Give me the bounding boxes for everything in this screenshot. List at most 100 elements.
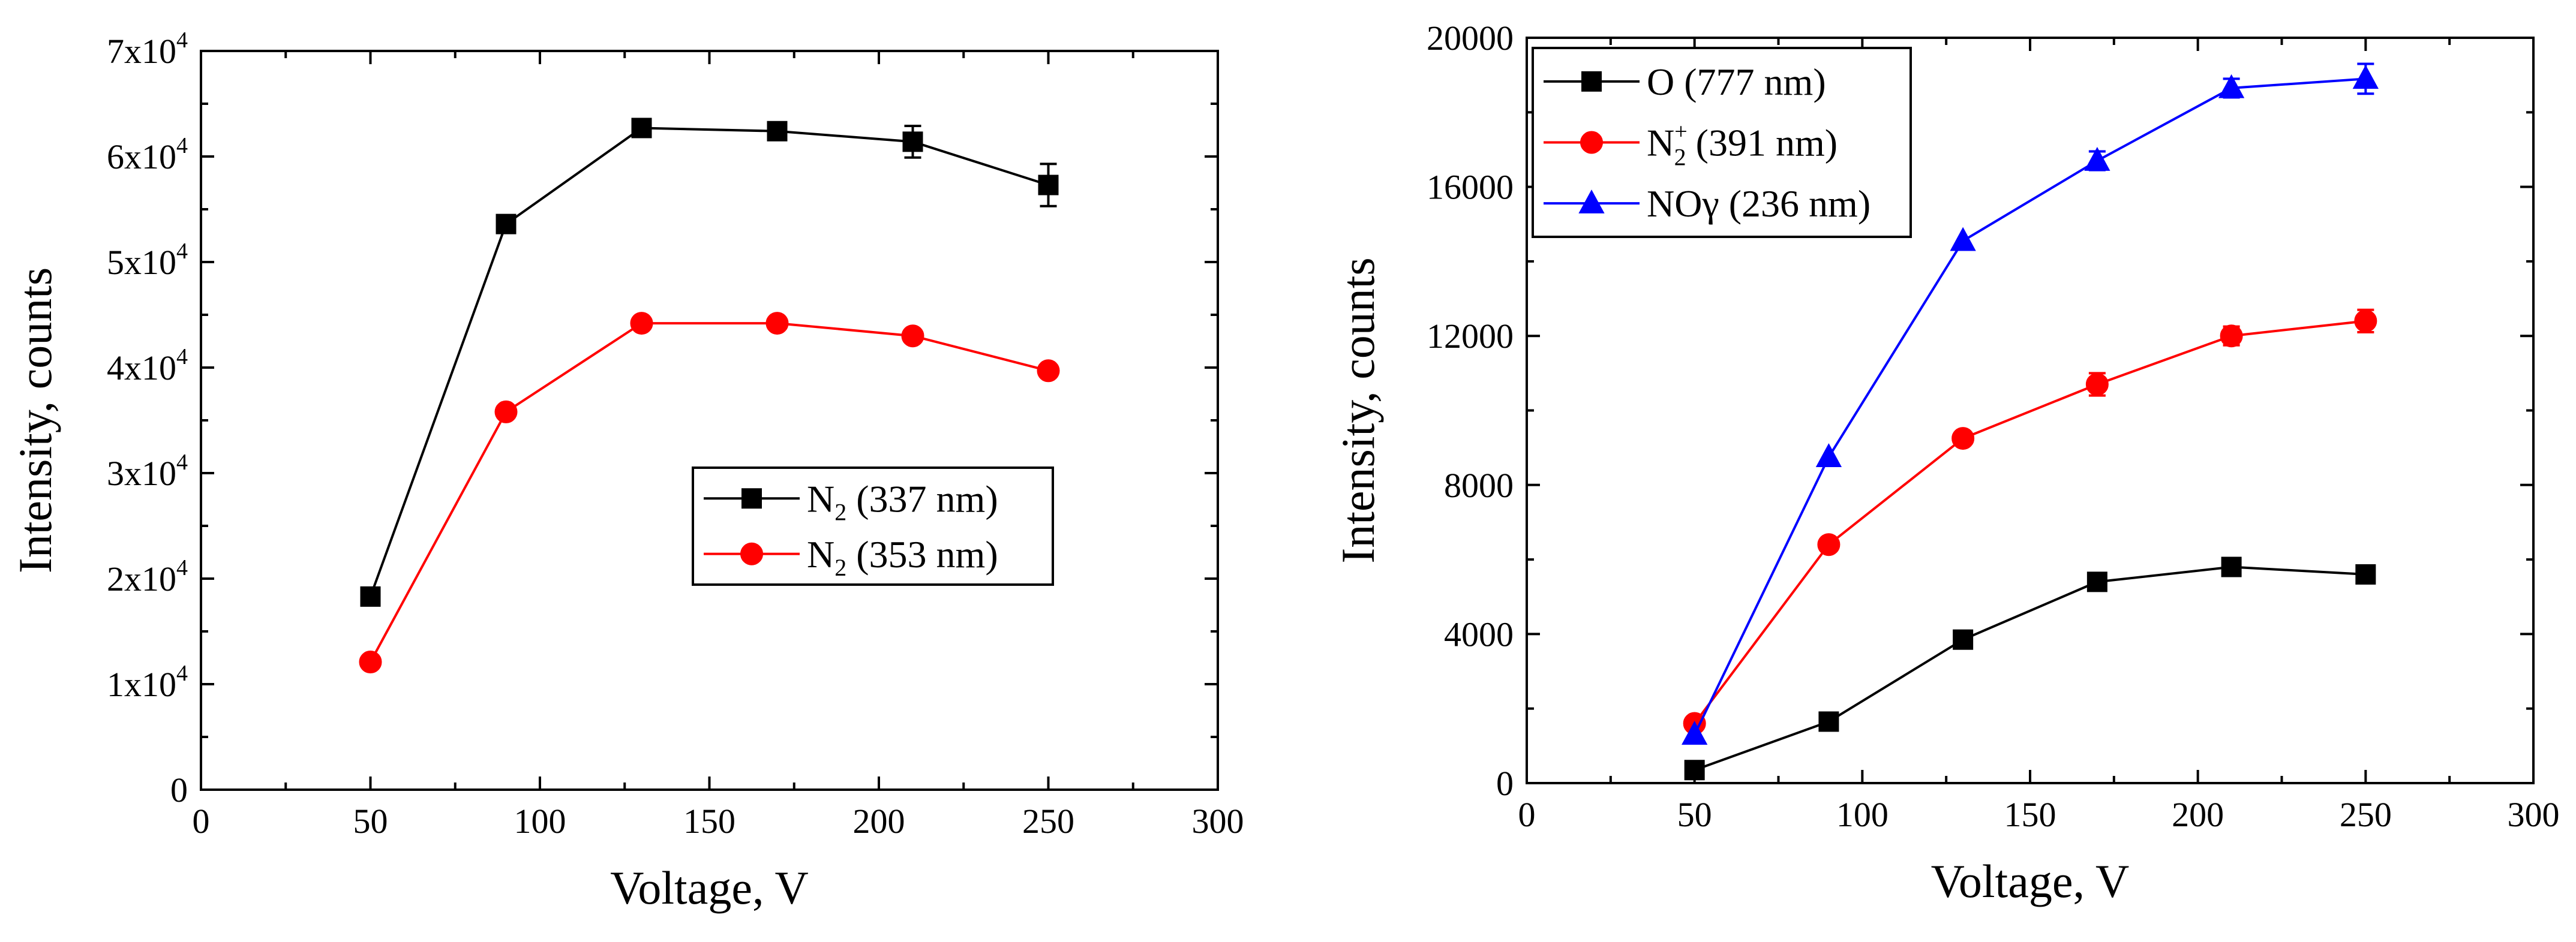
x-tick-label: 300 xyxy=(1192,802,1244,841)
y-tick-label-exponent: 4 xyxy=(176,28,188,53)
y-tick-label-base: 2x10 xyxy=(107,559,176,598)
y-tick-label-base: 16000 xyxy=(1427,168,1514,207)
data-point xyxy=(1684,760,1705,781)
left-chart-panel: 0 50 100 150 200 250 30001x1042x1043x1044x1045… xyxy=(9,28,1244,914)
x-tick-label: 150 xyxy=(683,802,735,841)
x-axis-title: Voltage, V xyxy=(1931,855,2130,907)
data-point xyxy=(2221,556,2242,577)
y-tick-label-base: 0 xyxy=(170,771,188,809)
series-0 xyxy=(360,118,1059,607)
series-0 xyxy=(1684,556,2376,781)
y-tick-label-base: 8000 xyxy=(1444,466,1514,505)
data-point xyxy=(901,324,924,348)
y-tick-label-exponent: 4 xyxy=(176,661,188,686)
series-line xyxy=(1693,77,2366,736)
legend-label-rest: (353 nm) xyxy=(846,533,998,576)
y-tick-label: 6x104 xyxy=(107,133,188,176)
legend-label-subscript: 2 xyxy=(834,554,846,581)
series-2 xyxy=(1682,62,2379,745)
legend-label-subscript: 2 xyxy=(1674,144,1686,171)
y-tick-label: 4000 xyxy=(1444,615,1514,654)
data-point xyxy=(902,131,923,152)
y-tick-label: 0 xyxy=(1496,764,1514,803)
legend-marker xyxy=(1581,71,1602,92)
y-tick-label: 1x104 xyxy=(107,661,188,704)
series-line xyxy=(1694,565,2366,772)
x-tick-label: 300 xyxy=(2508,795,2560,834)
y-tick-label: 16000 xyxy=(1427,168,1514,207)
x-tick-label: 250 xyxy=(1022,802,1074,841)
data-point xyxy=(1953,629,1974,650)
y-axis-title: Intensity, counts xyxy=(9,267,61,574)
series-line xyxy=(369,322,1049,663)
y-tick-label-exponent: 4 xyxy=(176,450,188,475)
y-tick-label-base: 20000 xyxy=(1427,19,1514,58)
data-point xyxy=(1950,227,1976,251)
x-tick-label: 200 xyxy=(853,802,905,841)
x-tick-label: 0 xyxy=(193,802,210,841)
legend-marker xyxy=(740,542,763,565)
series-1 xyxy=(359,312,1060,674)
y-tick-label-base: 7x10 xyxy=(107,32,176,71)
data-point xyxy=(359,651,382,674)
legend-label: N+ 2 (391 nm) xyxy=(1647,119,1838,171)
y-tick-label: 4x104 xyxy=(107,344,188,387)
y-tick-label-base: 6x10 xyxy=(107,137,176,176)
y-tick-label-base: 4000 xyxy=(1444,615,1514,654)
data-point xyxy=(767,121,788,142)
legend-label: N2 (337 nm) xyxy=(807,477,998,525)
data-point xyxy=(2218,74,2245,98)
y-tick-label: 8000 xyxy=(1444,466,1514,505)
legend-label-rest: (337 nm) xyxy=(846,477,998,520)
data-point xyxy=(2220,324,2243,348)
x-tick-label: 100 xyxy=(514,802,566,841)
y-tick-label-exponent: 4 xyxy=(176,555,188,580)
plot-frame xyxy=(200,50,1219,791)
y-tick-label: 0 xyxy=(170,771,188,809)
y-tick-label: 7x104 xyxy=(107,28,188,71)
y-tick-label-base: 0 xyxy=(1496,764,1514,803)
y-tick-label: 3x104 xyxy=(107,450,188,493)
legend-marker xyxy=(1580,131,1603,154)
data-point xyxy=(630,312,653,335)
x-tick-label: 250 xyxy=(2340,795,2392,834)
y-tick-label-exponent: 4 xyxy=(176,344,188,369)
data-point xyxy=(1815,443,1842,467)
y-tick-label: 20000 xyxy=(1427,19,1514,58)
data-point xyxy=(360,586,381,607)
legend-label-main: N xyxy=(1647,122,1674,164)
legend-label: N2 (353 nm) xyxy=(807,533,998,581)
y-tick-label-base: 5x10 xyxy=(107,243,176,282)
data-point xyxy=(1818,711,1839,732)
data-point xyxy=(2354,309,2377,333)
data-point xyxy=(1682,721,1708,745)
y-tick-label: 12000 xyxy=(1427,317,1514,356)
legend-marker xyxy=(741,488,762,509)
legend-label-subscript: 2 xyxy=(834,498,846,525)
right-chart-panel: 0 50 100 150 200 250 300 0 4000 8000 12000 16000 200… xyxy=(1332,19,2560,907)
data-point xyxy=(1951,427,1975,450)
data-point xyxy=(496,213,517,234)
data-point xyxy=(2084,146,2110,171)
x-tick-label: 50 xyxy=(1677,795,1712,834)
legend-label-rest: (391 nm) xyxy=(1686,122,1838,164)
y-tick-label-base: 3x10 xyxy=(107,454,176,493)
legend-label-main: O (777 nm) xyxy=(1647,61,1826,103)
legend-marker xyxy=(1578,189,1605,213)
y-axis-title: Intensity, counts xyxy=(1332,257,1384,564)
data-point xyxy=(494,400,518,423)
y-tick-label-base: 12000 xyxy=(1427,317,1514,356)
data-point xyxy=(1037,359,1060,383)
data-point xyxy=(1817,533,1841,556)
legend-label: O (777 nm) xyxy=(1647,61,1826,103)
legend: N2 (337 nm) N2 (353 nm) xyxy=(692,467,1054,586)
legend-label-superscript: + xyxy=(1674,119,1687,145)
legend-label-main: NOγ (236 nm) xyxy=(1647,182,1871,225)
data-point xyxy=(631,118,652,139)
y-tick-label: 2x104 xyxy=(107,555,188,598)
y-tick-label-base: 4x10 xyxy=(107,348,176,387)
x-tick-label: 100 xyxy=(1836,795,1889,834)
series-1 xyxy=(1683,308,2377,735)
data-point xyxy=(765,312,789,335)
